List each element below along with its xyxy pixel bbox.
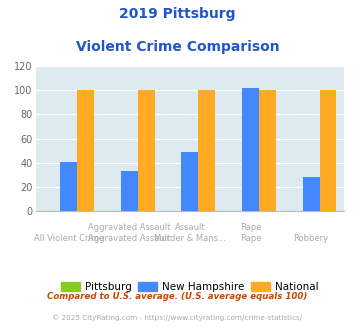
Bar [198,90,215,211]
Text: Rape: Rape [240,234,261,244]
Text: Rape: Rape [240,223,261,232]
Text: Aggravated Assault: Aggravated Assault [88,223,170,232]
Bar [259,90,276,211]
Bar [320,90,337,211]
Text: Assault: Assault [175,223,205,232]
Text: Murder & Mans...: Murder & Mans... [154,234,226,244]
Text: Aggravated Assault: Aggravated Assault [88,234,170,244]
Bar [121,171,138,211]
Bar [77,90,94,211]
Bar [302,177,320,211]
Text: All Violent Crime: All Violent Crime [34,234,104,244]
Legend: Pittsburg, New Hampshire, National: Pittsburg, New Hampshire, National [57,278,323,296]
Bar [138,90,155,211]
Text: © 2025 CityRating.com - https://www.cityrating.com/crime-statistics/: © 2025 CityRating.com - https://www.city… [53,314,302,321]
Text: Robbery: Robbery [294,234,329,244]
Bar [242,88,259,211]
Text: Violent Crime Comparison: Violent Crime Comparison [76,40,279,53]
Text: 2019 Pittsburg: 2019 Pittsburg [119,7,236,20]
Text: Compared to U.S. average. (U.S. average equals 100): Compared to U.S. average. (U.S. average … [47,292,308,301]
Bar [181,152,198,211]
Bar [60,162,77,211]
